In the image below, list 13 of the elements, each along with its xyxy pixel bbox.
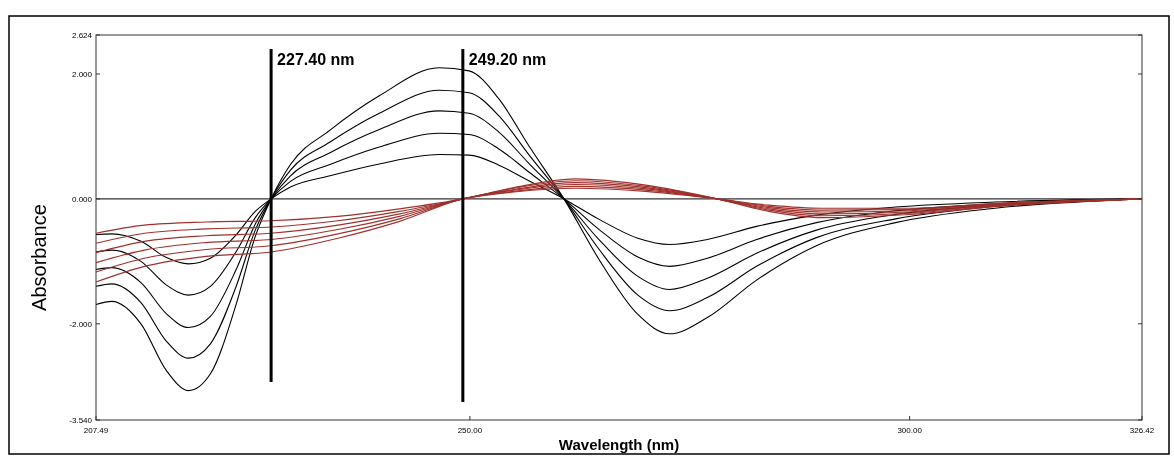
ref-line-label: 249.20 nm — [468, 51, 547, 68]
y-tick-label: 0.000 — [71, 194, 93, 204]
x-tick-label: 250.00 — [457, 426, 483, 435]
y-tick-label: -2.000 — [69, 319, 93, 329]
y-axis-title: Absorbance — [28, 204, 50, 311]
x-tick-label: 326.42 — [1129, 426, 1155, 435]
x-axis-title: Wavelength (nm) — [558, 436, 680, 453]
y-tick-label: 2.000 — [71, 69, 93, 79]
y-tick-label: 2.624 — [71, 31, 93, 40]
x-tick-label: 207.49 — [83, 426, 109, 435]
y-tick-label: -3.540 — [69, 416, 93, 425]
ref-line-label: 227.40 nm — [277, 51, 355, 68]
x-tick-label: 300.00 — [897, 426, 923, 435]
